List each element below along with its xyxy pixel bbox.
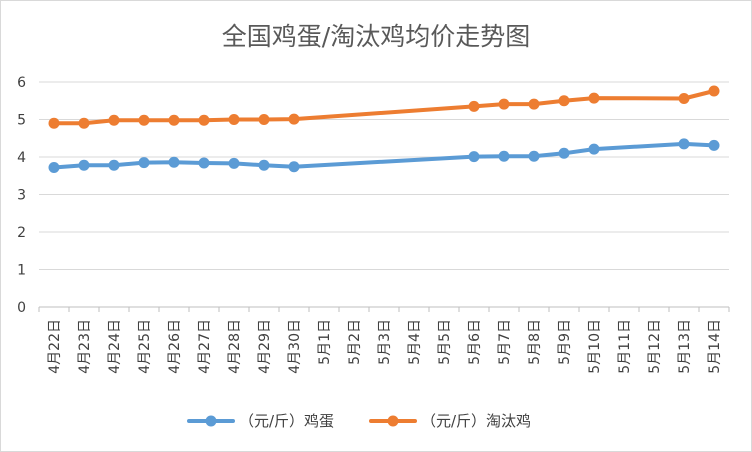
series-0-point	[168, 156, 180, 168]
series-0-point	[48, 162, 60, 173]
y-tick-label: 1	[17, 263, 26, 279]
series-1-point	[258, 114, 270, 125]
y-tick-label: 4	[17, 150, 26, 166]
series-0-point	[498, 150, 510, 162]
legend-label-1: （元/斤）淘汰鸡	[421, 412, 531, 430]
x-tick-label: 4月24日	[107, 319, 123, 374]
y-tick-label: 6	[17, 75, 26, 91]
x-tick-label: 5月13日	[677, 319, 693, 374]
legend: （元/斤）鸡蛋 （元/斤）淘汰鸡	[187, 412, 531, 430]
y-tick-label: 3	[17, 188, 26, 204]
series-1-point	[498, 98, 510, 110]
series-0-point	[468, 151, 480, 163]
y-tick-label: 0	[17, 300, 26, 316]
x-tick-label: 5月14日	[707, 319, 723, 374]
chart-title: 全国鸡蛋/淘汰鸡均价走势图	[222, 22, 530, 51]
x-tick-label: 5月11日	[617, 319, 633, 374]
y-tick-label: 2	[17, 225, 26, 241]
series-0-point	[258, 159, 270, 171]
series-0-point	[138, 157, 150, 169]
series-1-point	[198, 114, 210, 126]
x-tick-label: 4月25日	[137, 319, 153, 374]
series-0-point	[558, 147, 570, 159]
series-0-point	[708, 139, 720, 151]
x-tick-label: 5月10日	[587, 319, 603, 374]
series-0-point	[108, 159, 120, 171]
x-tick-label: 5月9日	[557, 319, 573, 365]
legend-marker-1	[387, 415, 399, 427]
series-0-point	[678, 138, 690, 150]
series-line-0	[52, 141, 716, 170]
x-tick-label: 5月1日	[317, 319, 333, 365]
series-0-point	[288, 161, 300, 173]
y-axis: 0 1 2 3 4 5 6	[17, 75, 26, 316]
series-1-point	[108, 114, 120, 126]
x-tick-label: 4月28日	[227, 319, 243, 374]
x-tick-label: 4月27日	[197, 319, 213, 374]
series-1-point	[558, 95, 570, 107]
series-1-point	[528, 98, 540, 110]
x-tick-label: 5月2日	[347, 319, 363, 365]
x-tick-label: 5月6日	[467, 319, 483, 365]
legend-label-0: （元/斤）鸡蛋	[239, 412, 334, 430]
series-group	[48, 85, 720, 173]
series-0-point	[198, 157, 210, 169]
series-0-point	[528, 150, 540, 162]
series-1-point	[288, 113, 300, 125]
series-1-point	[678, 93, 690, 104]
series-1-point	[588, 92, 600, 104]
series-1-point	[138, 114, 150, 126]
legend-marker-0	[205, 415, 217, 427]
x-tick-label: 4月30日	[287, 319, 303, 374]
x-tick-label: 4月29日	[257, 319, 273, 374]
x-tick-label: 5月12日	[647, 319, 663, 374]
series-1-point	[228, 114, 240, 125]
gridlines	[39, 81, 729, 270]
y-tick-label: 5	[17, 113, 26, 129]
x-axis: 4月22日 4月23日 4月24日 4月25日 4月26日 4月27日 4月28日 4月29日…	[38, 306, 730, 374]
series-1-point	[708, 85, 720, 97]
x-tick-label: 5月3日	[377, 319, 393, 365]
x-tick-label: 4月22日	[47, 319, 63, 374]
x-tick-label: 4月26日	[167, 319, 183, 374]
x-tick-label: 5月8日	[527, 319, 543, 365]
series-1-point	[468, 100, 480, 112]
series-1-point	[48, 117, 60, 129]
series-0-point	[228, 157, 240, 169]
x-tick-label: 5月5日	[437, 319, 453, 365]
x-tick-label: 4月23日	[77, 319, 93, 374]
series-1-point	[78, 117, 90, 129]
series-0-point	[78, 159, 90, 171]
series-0-point	[588, 143, 600, 155]
series-1-point	[168, 114, 180, 126]
x-tick-label: 5月7日	[497, 319, 513, 365]
series-line-1	[52, 89, 716, 126]
x-tick-label: 5月4日	[407, 319, 423, 365]
